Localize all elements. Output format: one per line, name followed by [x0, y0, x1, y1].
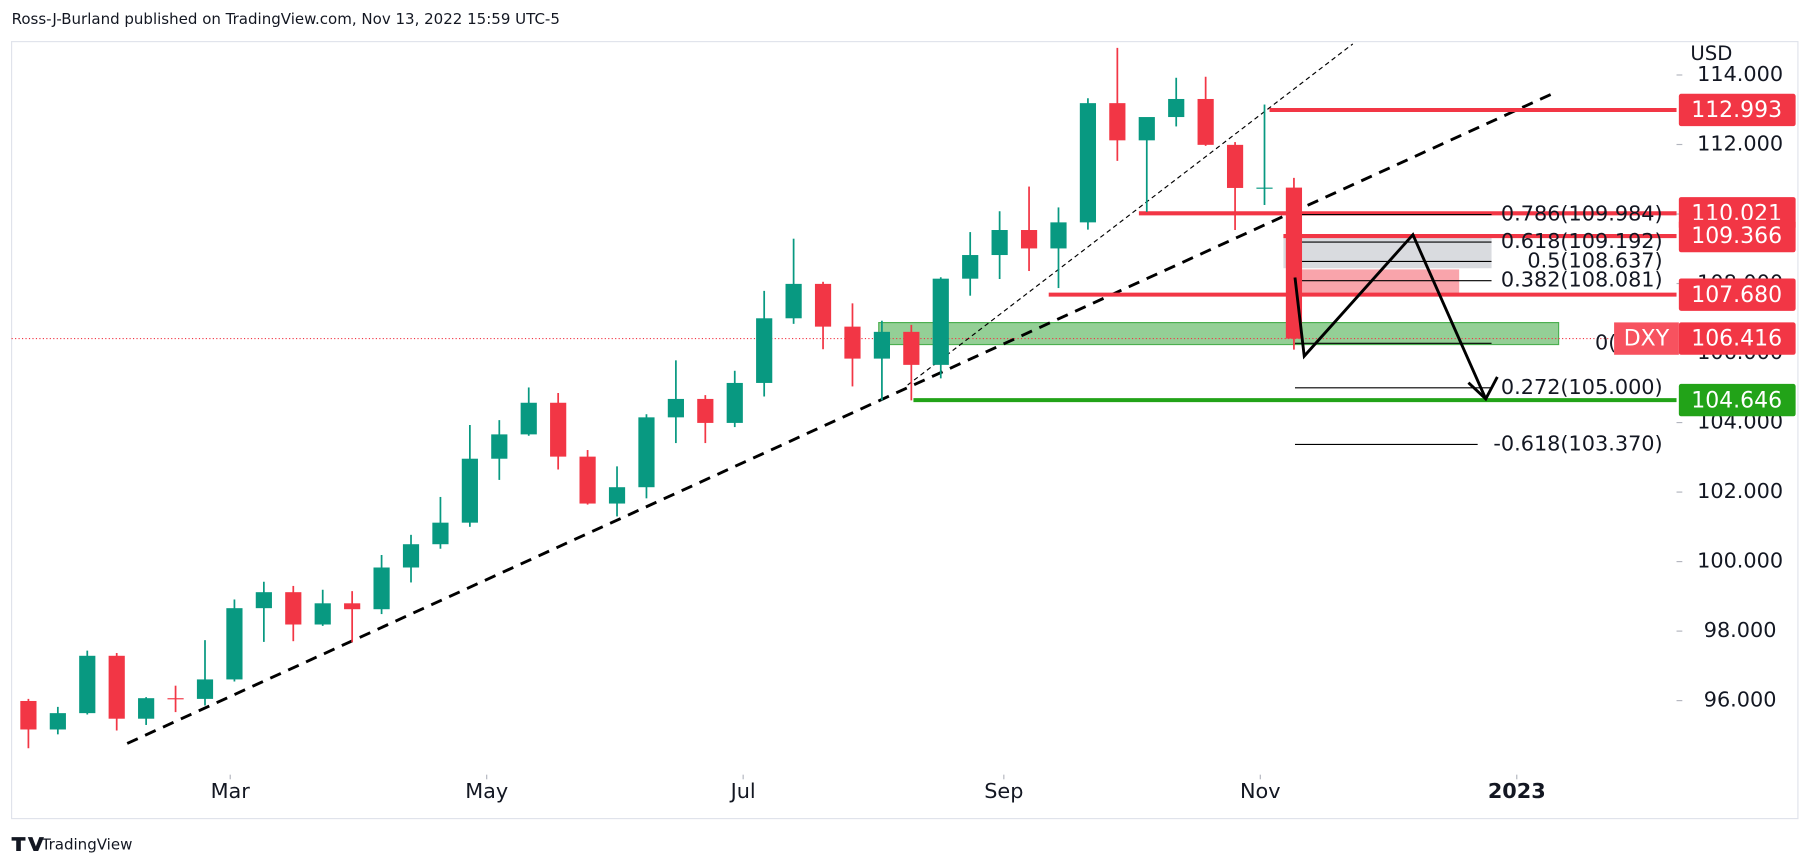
footer: TradingView — [11, 836, 133, 854]
x-tick-label: Nov — [1240, 779, 1281, 803]
candle-body — [432, 522, 449, 545]
price-tag — [1678, 322, 1796, 355]
frame — [11, 41, 1799, 820]
candle-body — [579, 456, 596, 504]
candle-body — [79, 655, 96, 714]
x-tick-label: Mar — [211, 779, 251, 803]
candle-body — [491, 434, 508, 459]
arrow-head — [1467, 376, 1499, 402]
candle-body — [314, 603, 331, 625]
fib-label: -0.618(103.370) — [1493, 431, 1662, 455]
candle-body — [1138, 117, 1155, 141]
candle-body — [1197, 98, 1214, 145]
axis-unit: USD — [1690, 42, 1732, 65]
x-tick-label: Sep — [984, 779, 1023, 803]
trendline — [907, 43, 1354, 386]
candle-body — [785, 283, 802, 319]
price-tag-label: 106.416 — [1691, 327, 1782, 352]
footer-brand: TradingView — [41, 836, 133, 854]
x-tick-label: Jul — [729, 779, 756, 803]
candle-body — [814, 283, 832, 327]
candle-body — [726, 382, 743, 423]
candle-body — [991, 230, 1008, 256]
symbol-tag-label: DXY — [1624, 327, 1670, 352]
candle-body — [1020, 230, 1038, 249]
candle-body — [1226, 144, 1244, 188]
candle-body — [167, 698, 184, 700]
candle-body — [638, 417, 655, 488]
fib-label: 0.272(105.000) — [1501, 375, 1663, 399]
y-tick-label: 112.000 — [1697, 132, 1783, 156]
projection-path — [1293, 232, 1488, 400]
candle-body — [138, 698, 155, 719]
plot: 96.00098.000100.000102.000104.000106.000… — [11, 47, 1783, 803]
candle-body — [608, 487, 626, 504]
fib-label: 0.618(109.192) — [1501, 229, 1663, 253]
price-tag — [1678, 219, 1796, 253]
x-tick-label: 2023 — [1488, 779, 1546, 803]
candle-body — [520, 402, 537, 435]
price-tag — [1678, 93, 1796, 127]
symbol-tag — [1614, 322, 1679, 355]
y-tick-label: 102.000 — [1697, 479, 1783, 503]
candle-body — [903, 331, 920, 365]
candle-body — [962, 255, 979, 279]
candle-body — [932, 278, 949, 365]
candle-body — [1109, 103, 1126, 141]
logo — [11, 837, 44, 851]
candle-body — [461, 458, 478, 523]
header: Ross-J-Burland published on TradingView.… — [12, 10, 560, 28]
price-tag — [1678, 278, 1796, 311]
candle-body — [402, 544, 420, 568]
y-tick-label: 100.000 — [1697, 549, 1783, 573]
x-tick-label: May — [465, 779, 508, 803]
candle-body — [255, 592, 272, 609]
annotations — [126, 43, 1560, 745]
trendline — [126, 91, 1556, 745]
candle-body — [667, 398, 684, 418]
y-tick-label: 114.000 — [1697, 62, 1783, 86]
candle-body — [285, 592, 302, 625]
candle-body — [49, 713, 66, 730]
candle-body — [756, 318, 773, 383]
y-tick-label: 96.000 — [1704, 688, 1777, 712]
y-tick-label: 98.000 — [1704, 618, 1777, 642]
candle-body — [844, 326, 861, 359]
price-tag-label: 109.366 — [1691, 224, 1782, 249]
price-tag — [1678, 383, 1796, 417]
projection — [1293, 232, 1499, 402]
candle-body — [1050, 222, 1067, 249]
candle-body — [1256, 187, 1273, 189]
candle-body — [1079, 103, 1097, 223]
candle-body — [1168, 98, 1185, 118]
fib-label: 0.5(108.637) — [1527, 248, 1662, 272]
candle-body — [20, 700, 37, 730]
candle-body — [196, 679, 214, 699]
price-tag-label: 104.646 — [1691, 388, 1782, 413]
fib-label: 0.786(109.984) — [1501, 202, 1663, 226]
candle-body — [226, 608, 243, 680]
fib-label: 0.382(108.081) — [1501, 268, 1663, 292]
candle-body — [697, 398, 714, 423]
candle-body — [344, 603, 361, 610]
candle-body — [373, 567, 390, 610]
candle-body — [873, 331, 890, 359]
candle-body — [108, 655, 125, 719]
price-tag-label: 112.993 — [1691, 98, 1782, 123]
price-tag-label: 107.680 — [1691, 283, 1782, 308]
candle-body — [550, 402, 567, 457]
